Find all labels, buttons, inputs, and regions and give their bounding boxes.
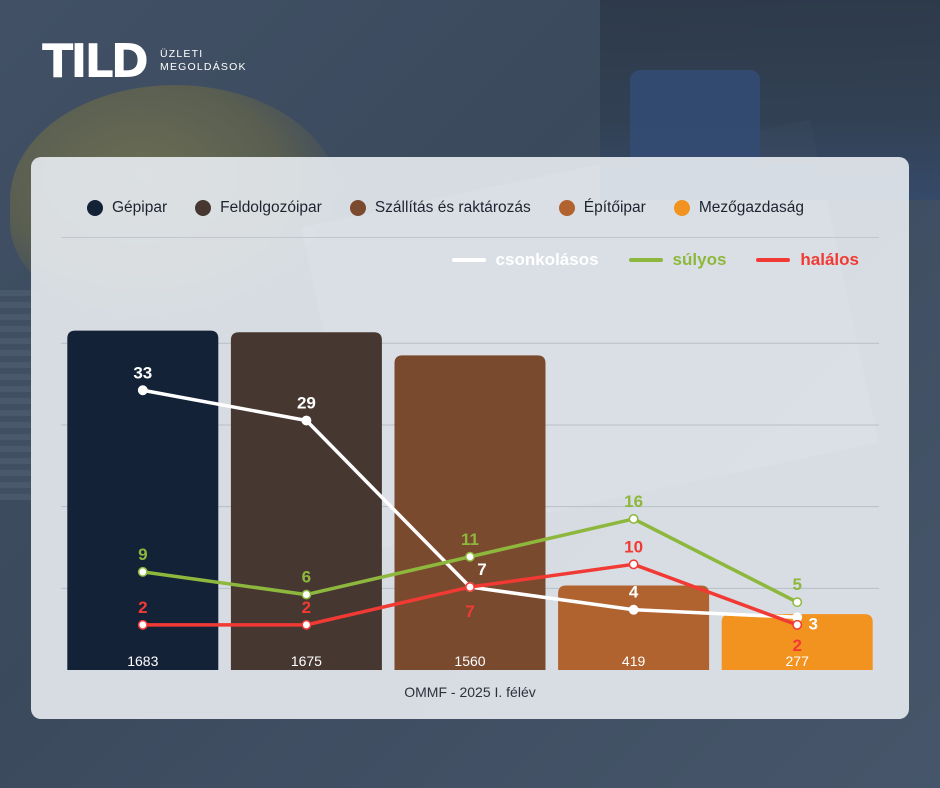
legend-line-swatch	[756, 258, 791, 262]
legend-line-swatch	[628, 258, 663, 262]
source-note: OMMF - 2025 I. félév	[404, 684, 536, 700]
point-halálos	[301, 619, 312, 630]
bar-value-label: 1683	[127, 653, 158, 669]
point-halálos	[628, 559, 639, 570]
point-csonkolásos	[137, 385, 148, 396]
category-legend: Gépipar Feldolgozóipar Szállítás és rakt…	[87, 199, 832, 217]
data-label-csonkolásos: 33	[133, 363, 152, 382]
point-súlyos	[628, 513, 639, 524]
legend-label: Gépipar	[112, 199, 168, 216]
legend-series-halalos: halálos	[756, 250, 859, 270]
point-halálos	[137, 619, 148, 630]
legend-item-feldolgozoipar: Feldolgozóipar	[195, 199, 322, 217]
data-label-csonkolásos: 3	[808, 614, 817, 633]
data-label-súlyos: 5	[792, 575, 801, 594]
legend-dot	[349, 200, 366, 216]
legend-label: Mezőgazdaság	[698, 199, 804, 216]
logo-subtitle: ÜZLETI MEGOLDÁSOK	[160, 48, 247, 74]
bar-value-label: 277	[786, 653, 810, 669]
data-label-halálos: 2	[792, 636, 801, 655]
bar-value-label: 419	[622, 653, 646, 669]
legend-label: Szállítás és raktározás	[374, 199, 531, 216]
bar-1	[230, 332, 382, 670]
point-súlyos	[301, 589, 312, 600]
point-csonkolásos	[628, 604, 639, 615]
legend-series-label: csonkolásos	[495, 250, 599, 269]
legend-label: Építőipar	[583, 199, 646, 216]
logo-subtitle-line2: MEGOLDÁSOK	[160, 61, 247, 73]
logo-subtitle-line1: ÜZLETI	[160, 48, 204, 60]
bar-2	[394, 355, 546, 670]
legend-item-mezogazdasag: Mezőgazdaság	[673, 199, 804, 217]
point-halálos	[792, 619, 803, 630]
point-súlyos	[792, 597, 803, 608]
legend-item-szallitas: Szállítás és raktározás	[349, 199, 531, 217]
point-súlyos	[137, 566, 148, 577]
data-label-súlyos: 6	[302, 568, 311, 587]
series-legend: csonkolásos súlyos halálos	[422, 250, 859, 270]
brand-logo: TILD ÜZLETI MEGOLDÁSOK	[42, 38, 247, 84]
chart-svg: 1683 1675 1560 419 277 33 29 7 4 3 9 6 11 16 5 2 2 7 10 2	[61, 330, 879, 670]
legend-series-label: súlyos	[672, 250, 727, 269]
legend-line-swatch	[451, 258, 486, 262]
legend-dot	[195, 200, 212, 216]
data-label-súlyos: 9	[138, 545, 147, 564]
bar-value-label: 1675	[291, 653, 322, 669]
legend-dot	[673, 200, 690, 216]
legend-dot	[558, 200, 575, 216]
bar-value-label: 1560	[454, 653, 485, 669]
point-halálos	[465, 582, 475, 592]
data-label-súlyos: 11	[461, 530, 479, 549]
data-label-halálos: 2	[138, 598, 147, 617]
chart-card: Gépipar Feldolgozóipar Szállítás és rakt…	[31, 157, 909, 719]
legend-series-label: halálos	[800, 250, 859, 269]
data-label-súlyos: 16	[624, 492, 643, 511]
legend-item-epitoipar: Építőipar	[558, 199, 646, 217]
bar-4	[721, 614, 873, 670]
legend-dot	[87, 200, 103, 216]
legend-series-sulyos: súlyos	[628, 250, 727, 270]
data-label-csonkolásos: 4	[629, 583, 639, 602]
legend-series-csonkolasos: csonkolásos	[451, 250, 599, 270]
point-súlyos	[465, 551, 475, 562]
data-label-halálos: 7	[465, 602, 474, 621]
bar-3	[558, 585, 710, 670]
logo-mark: TILD	[42, 34, 149, 88]
data-label-halálos: 10	[624, 537, 643, 556]
data-label-csonkolásos: 29	[297, 394, 316, 413]
bar-0	[67, 330, 219, 670]
data-label-halálos: 2	[302, 598, 311, 617]
data-label-csonkolásos: 7	[477, 560, 486, 579]
legend-label: Feldolgozóipar	[220, 199, 322, 216]
legend-item-gepipar: Gépipar	[87, 199, 167, 217]
legend-divider	[61, 237, 879, 238]
point-csonkolásos	[301, 415, 312, 426]
